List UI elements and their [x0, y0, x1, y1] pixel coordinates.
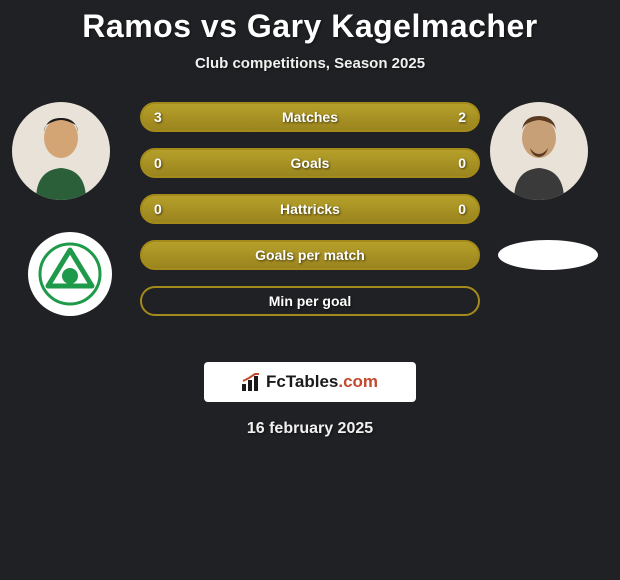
page-title: Ramos vs Gary Kagelmacher	[0, 0, 620, 45]
stat-value-right: 2	[458, 109, 466, 125]
stat-label: Hattricks	[280, 201, 340, 217]
club-left-logo	[28, 232, 112, 316]
chart-icon	[242, 373, 262, 391]
brand-text: FcTables.com	[266, 372, 378, 392]
stat-label: Goals per match	[255, 247, 365, 263]
brand-logo: FcTables.com	[204, 362, 416, 402]
stat-bar: Hattricks 0 0	[140, 194, 480, 224]
stat-label: Matches	[282, 109, 338, 125]
stat-bar: Goals per match	[140, 240, 480, 270]
subtitle: Club competitions, Season 2025	[0, 55, 620, 72]
stat-bar: Matches 3 2	[140, 102, 480, 132]
stat-value-right: 0	[458, 155, 466, 171]
stat-bar: Goals 0 0	[140, 148, 480, 178]
stat-bar: Min per goal	[140, 286, 480, 316]
person-icon	[26, 110, 96, 200]
club-badge-icon	[38, 242, 102, 306]
stat-value-left: 3	[154, 109, 162, 125]
comparison-area: Matches 3 2 Goals 0 0 Hattricks 0 0 Goals per mat…	[0, 102, 620, 362]
stat-label: Min per goal	[269, 293, 351, 309]
stat-value-left: 0	[154, 155, 162, 171]
date-label: 16 february 2025	[0, 420, 620, 438]
stat-value-left: 0	[154, 201, 162, 217]
stat-bars: Matches 3 2 Goals 0 0 Hattricks 0 0 Goals per mat…	[140, 102, 480, 332]
stat-label: Goals	[291, 155, 330, 171]
stat-value-right: 0	[458, 201, 466, 217]
player-left-avatar	[12, 102, 110, 200]
person-icon	[504, 110, 574, 200]
player-right-avatar	[490, 102, 588, 200]
club-right-logo	[498, 240, 598, 270]
